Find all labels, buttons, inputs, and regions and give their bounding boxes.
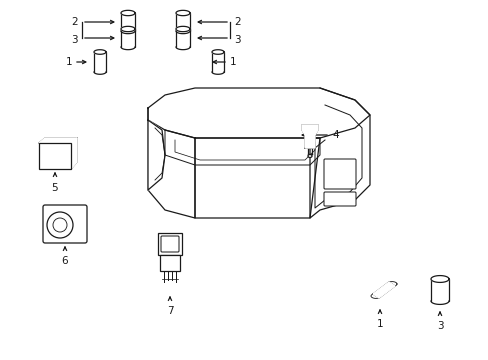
Circle shape (47, 212, 73, 238)
FancyBboxPatch shape (160, 255, 180, 271)
Polygon shape (309, 88, 369, 218)
Text: 4: 4 (331, 130, 338, 140)
Text: 2: 2 (71, 17, 78, 27)
Text: 7: 7 (166, 306, 173, 316)
Polygon shape (212, 50, 224, 54)
FancyBboxPatch shape (43, 205, 87, 243)
FancyBboxPatch shape (324, 192, 355, 206)
Polygon shape (372, 282, 394, 298)
Text: 5: 5 (52, 183, 58, 193)
Polygon shape (195, 138, 319, 218)
Text: 3: 3 (234, 35, 240, 45)
FancyBboxPatch shape (324, 159, 355, 189)
Polygon shape (148, 88, 369, 138)
Polygon shape (302, 125, 317, 148)
Polygon shape (176, 26, 190, 32)
Text: 3: 3 (436, 321, 443, 331)
Polygon shape (39, 138, 77, 143)
Polygon shape (148, 120, 164, 190)
FancyBboxPatch shape (158, 233, 182, 255)
Circle shape (53, 218, 67, 232)
Text: 6: 6 (61, 256, 68, 266)
Ellipse shape (307, 154, 311, 158)
Polygon shape (121, 10, 135, 15)
Text: 1: 1 (376, 319, 383, 329)
Text: 3: 3 (71, 35, 78, 45)
Text: 1: 1 (65, 57, 72, 67)
Polygon shape (71, 138, 77, 169)
Text: 1: 1 (229, 57, 236, 67)
Text: 2: 2 (234, 17, 240, 27)
Polygon shape (176, 10, 190, 15)
FancyBboxPatch shape (39, 143, 71, 169)
FancyBboxPatch shape (161, 236, 179, 252)
Polygon shape (430, 276, 448, 282)
Polygon shape (148, 108, 195, 218)
Polygon shape (94, 50, 106, 54)
Polygon shape (121, 26, 135, 32)
